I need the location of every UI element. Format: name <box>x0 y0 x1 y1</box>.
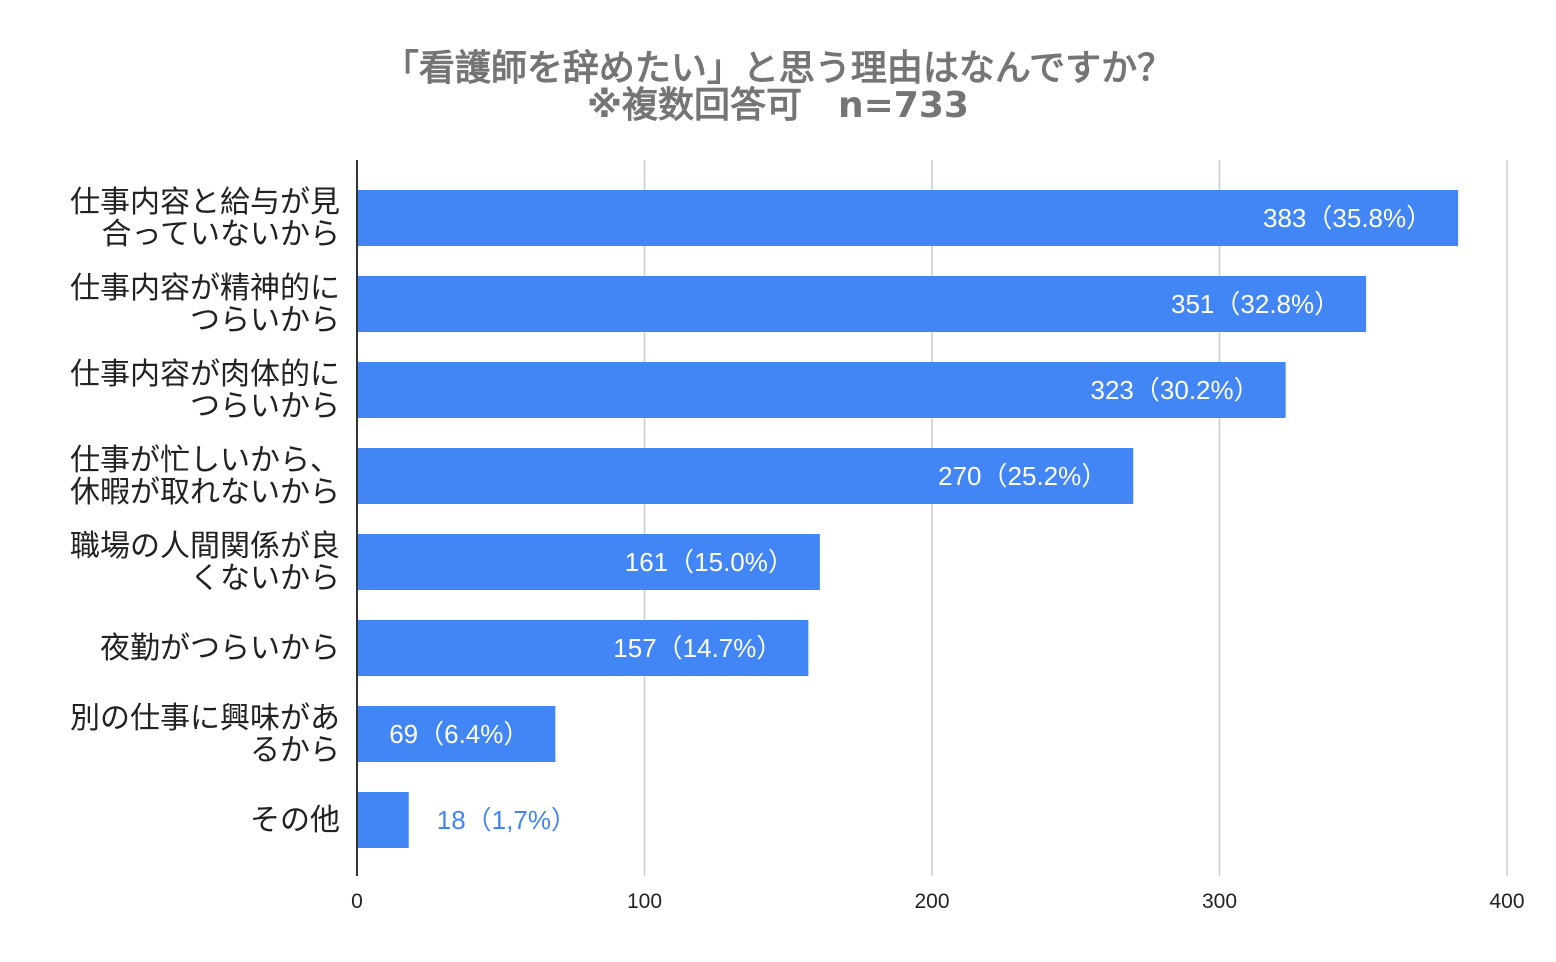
bars <box>357 190 1459 848</box>
category-label-2-line-0: 仕事内容が肉体的に <box>70 357 340 392</box>
data-label-3: 270（25.2%） <box>938 461 1107 491</box>
data-label-4: 161（15.0%） <box>625 547 794 577</box>
category-label-0-line-1: 合っていないから <box>102 217 341 252</box>
gridlines <box>643 160 1508 876</box>
bar-0 <box>357 190 1459 246</box>
chart-title-line-2: ※複数回答可 n=733 <box>587 85 969 126</box>
chart-title-line-1: 「看護師を辞めたい」と思う理由はなんですか？ <box>383 48 1173 89</box>
data-label-7: 18（1,7%） <box>437 805 577 835</box>
category-label-7-line-0: その他 <box>250 803 340 838</box>
category-label-4-line-0: 職場の人間関係が良 <box>70 529 340 564</box>
bar-3 <box>357 448 1134 504</box>
category-labels: 仕事内容と給与が見合っていないから仕事内容が精神的につらいから仕事内容が肉体的に… <box>70 185 340 838</box>
data-label-0: 383（35.8%） <box>1263 203 1432 233</box>
category-label-6-line-0: 別の仕事に興味があ <box>70 701 340 736</box>
category-label-3-line-1: 休暇が取れないから <box>70 475 340 510</box>
data-label-6: 69（6.4%） <box>389 719 529 749</box>
data-label-5: 157（14.7%） <box>613 633 782 663</box>
bar-4 <box>357 534 820 590</box>
x-tick-label-0: 0 <box>351 890 363 913</box>
data-label-1: 351（32.8%） <box>1171 289 1340 319</box>
x-tick-label-200: 200 <box>914 890 949 913</box>
category-label-0-line-0: 仕事内容と給与が見 <box>70 185 340 220</box>
category-label-2-line-1: つらいから <box>190 389 340 424</box>
data-labels: 383（35.8%） 351（32.8%） 323（30.2%） 270（25.2%）… <box>389 203 1432 835</box>
category-label-4-line-1: くないから <box>190 561 340 596</box>
chart-title: 「看護師を辞めたい」と思う理由はなんですか？ ※複数回答可 n=733 <box>383 48 1173 126</box>
bar-6 <box>357 706 556 762</box>
category-label-1-line-1: つらいから <box>190 303 340 338</box>
bar-1 <box>357 276 1367 332</box>
category-label-6-line-1: るから <box>250 733 340 768</box>
bar-7 <box>357 792 409 848</box>
bar-5 <box>357 620 809 676</box>
data-label-2: 323（30.2%） <box>1091 375 1260 405</box>
x-tick-label-300: 300 <box>1202 890 1237 913</box>
category-label-1-line-0: 仕事内容が精神的に <box>70 271 340 306</box>
bar-2 <box>357 362 1286 418</box>
x-tick-label-100: 100 <box>627 890 662 913</box>
category-label-5-line-0: 夜勤がつらいから <box>100 631 340 666</box>
x-tick-label-400: 400 <box>1489 890 1524 913</box>
category-label-3-line-0: 仕事が忙しいから、 <box>70 443 340 478</box>
x-axis-ticks: 0 100 200 300 400 <box>351 890 1524 913</box>
